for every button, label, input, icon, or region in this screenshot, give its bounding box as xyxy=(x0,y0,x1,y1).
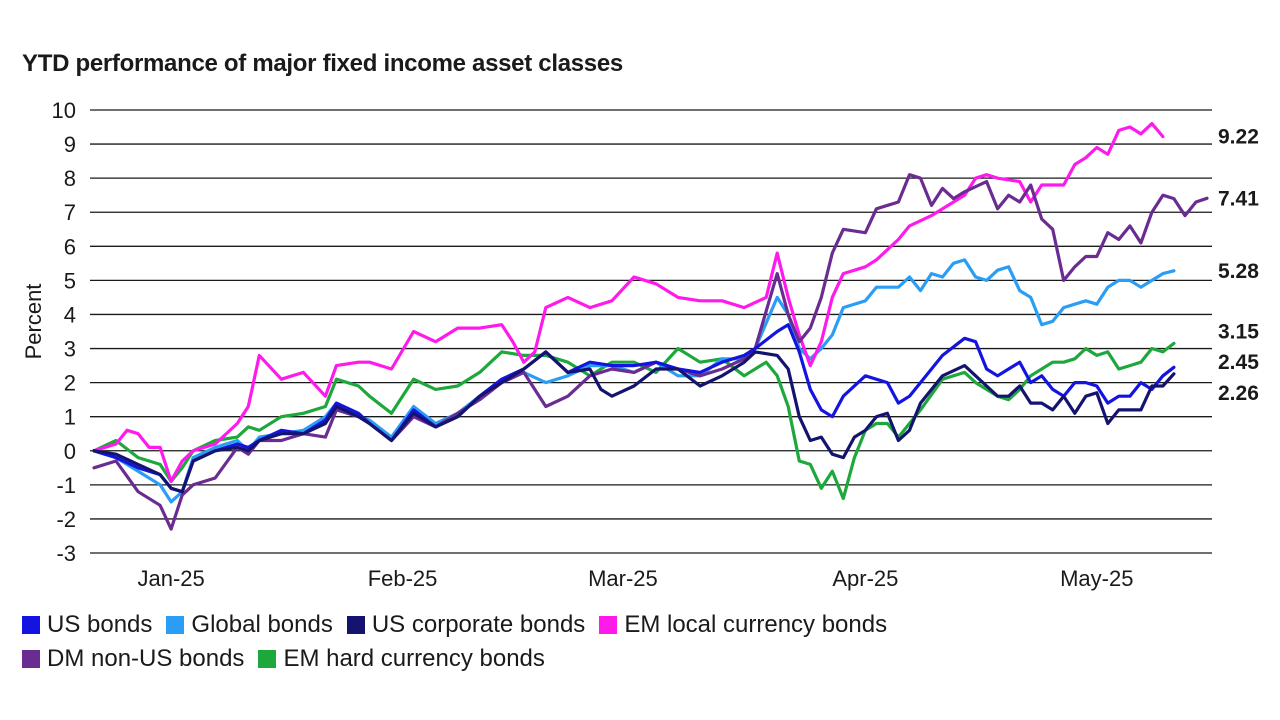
legend-swatch xyxy=(166,616,185,634)
series-line-global-bonds xyxy=(92,258,1176,504)
legend-item-em-hard-currency-bonds: EM hard currency bonds xyxy=(258,645,545,673)
legend-label: EM hard currency bonds xyxy=(283,645,545,672)
series-line-us-bonds xyxy=(92,323,1176,494)
x-tick-labels: Jan-25 Feb-25 Mar-25 Apr-25 May-25 xyxy=(137,566,1133,591)
y-axis-label: Percent xyxy=(21,284,46,360)
end-value-label: 5.28 xyxy=(1218,260,1259,283)
x-tick-label: Feb-25 xyxy=(368,566,438,591)
y-tick-label: 8 xyxy=(64,166,76,191)
legend-swatch xyxy=(346,616,365,634)
y-tick-label: 2 xyxy=(64,371,76,396)
legend-swatch xyxy=(258,650,277,668)
y-tick-label: 0 xyxy=(64,439,76,464)
legend-item-dm-non-us-bonds: DM non-US bonds xyxy=(22,645,244,673)
series-line-dm-non-us-bonds xyxy=(92,173,1209,531)
legend-swatch xyxy=(599,616,618,634)
y-tick-labels: -3 -2 -1 0 1 2 3 4 5 6 7 8 9 10 xyxy=(52,98,76,566)
legend-swatch xyxy=(22,616,40,634)
x-tick-label: Apr-25 xyxy=(832,566,898,591)
end-value-label: 9.22 xyxy=(1218,126,1259,149)
legend-row-2: DM non-US bonds EM hard currency bonds xyxy=(22,642,1122,676)
series-line-em-hard-currency-bonds xyxy=(92,341,1176,501)
legend-label: Global bonds xyxy=(191,611,333,638)
legend-item-em-local-currency-bonds: EM local currency bonds xyxy=(599,611,887,639)
end-value-label: 3.15 xyxy=(1218,321,1259,344)
legend-label: EM local currency bonds xyxy=(624,611,888,638)
y-tick-label: 5 xyxy=(64,268,76,293)
series-lines xyxy=(92,122,1209,531)
x-tick-label: Jan-25 xyxy=(137,566,204,591)
legend-item-global-bonds: Global bonds xyxy=(166,611,333,639)
y-tick-label: 6 xyxy=(64,234,76,259)
y-tick-label: 3 xyxy=(64,337,76,362)
legend-item-us-corporate-bonds: US corporate bonds xyxy=(346,611,586,639)
y-tick-label: 9 xyxy=(64,132,76,157)
end-value-label: 2.45 xyxy=(1218,351,1259,374)
end-value-label: 2.26 xyxy=(1218,382,1259,405)
end-value-label: 7.41 xyxy=(1218,187,1259,210)
legend-label: US bonds xyxy=(47,611,153,638)
series-line-us-corporate-bonds xyxy=(92,350,1176,494)
chart-title: YTD performance of major fixed income as… xyxy=(22,50,623,77)
series-line-em-local-currency-bonds xyxy=(92,122,1165,483)
y-tick-label: 4 xyxy=(64,302,76,327)
y-tick-label: -3 xyxy=(56,541,76,566)
legend: US bonds Global bonds US corporate bonds… xyxy=(22,608,1122,676)
x-tick-label: Mar-25 xyxy=(588,566,658,591)
legend-item-us-bonds: US bonds xyxy=(22,611,152,639)
legend-row-1: US bonds Global bonds US corporate bonds… xyxy=(22,608,1122,642)
legend-swatch xyxy=(22,650,40,668)
y-tick-label: -2 xyxy=(56,507,76,532)
legend-label: US corporate bonds xyxy=(371,611,586,638)
y-tick-label: -1 xyxy=(56,473,76,498)
y-tick-label: 7 xyxy=(64,200,76,225)
y-tick-label: 1 xyxy=(64,405,76,430)
x-tick-label: May-25 xyxy=(1060,566,1133,591)
gridlines xyxy=(90,109,1212,554)
legend-label: DM non-US bonds xyxy=(47,645,245,672)
y-tick-label: 10 xyxy=(52,98,76,123)
end-value-labels: 2.45 5.28 2.26 9.22 7.41 3.15 xyxy=(1218,126,1259,405)
